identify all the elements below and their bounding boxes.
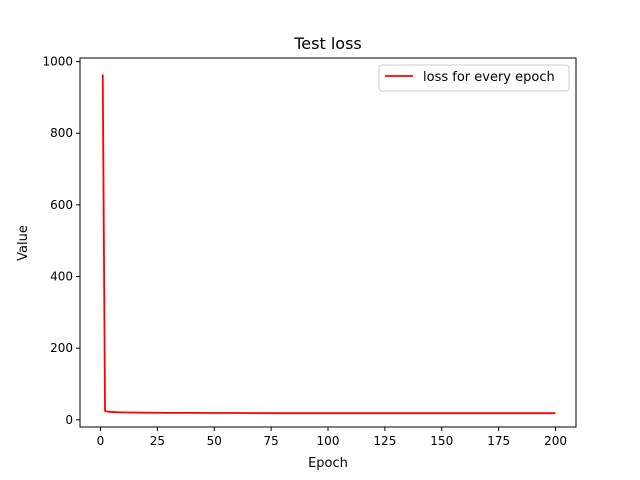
x-tick-label: 25 (150, 434, 165, 448)
x-tick-label: 100 (317, 434, 340, 448)
plot-series (101, 74, 556, 415)
legend-box (378, 64, 570, 92)
legend-label: loss for every epoch (423, 70, 555, 85)
y-tick-label: 1000 (42, 55, 73, 69)
plot-area-frame (79, 57, 577, 428)
legend: loss for every epoch (378, 64, 570, 92)
x-tick-label: 125 (373, 434, 396, 448)
x-tick-label: 150 (430, 434, 453, 448)
y-axis-label: Value (16, 225, 31, 261)
x-tick-label: 0 (97, 434, 105, 448)
y-tick-label: 200 (50, 341, 73, 355)
chart-title: Test loss (293, 34, 362, 53)
y-tick-label: 600 (50, 198, 73, 212)
series-line (101, 74, 556, 415)
x-tick-label: 200 (544, 434, 567, 448)
x-axis-label: Epoch (308, 456, 348, 471)
y-tick-label: 800 (50, 126, 73, 140)
x-tick-label: 75 (263, 434, 278, 448)
y-tick-label: 400 (50, 270, 73, 284)
x-tick-label: 50 (207, 434, 222, 448)
y-tick-label: 0 (65, 413, 73, 427)
y-axis-ticks: 0 200 400 600 800 1000 (42, 55, 80, 427)
x-axis-ticks: 0 25 50 75 100 125 150 175 200 (97, 427, 567, 448)
x-tick-label: 175 (487, 434, 510, 448)
